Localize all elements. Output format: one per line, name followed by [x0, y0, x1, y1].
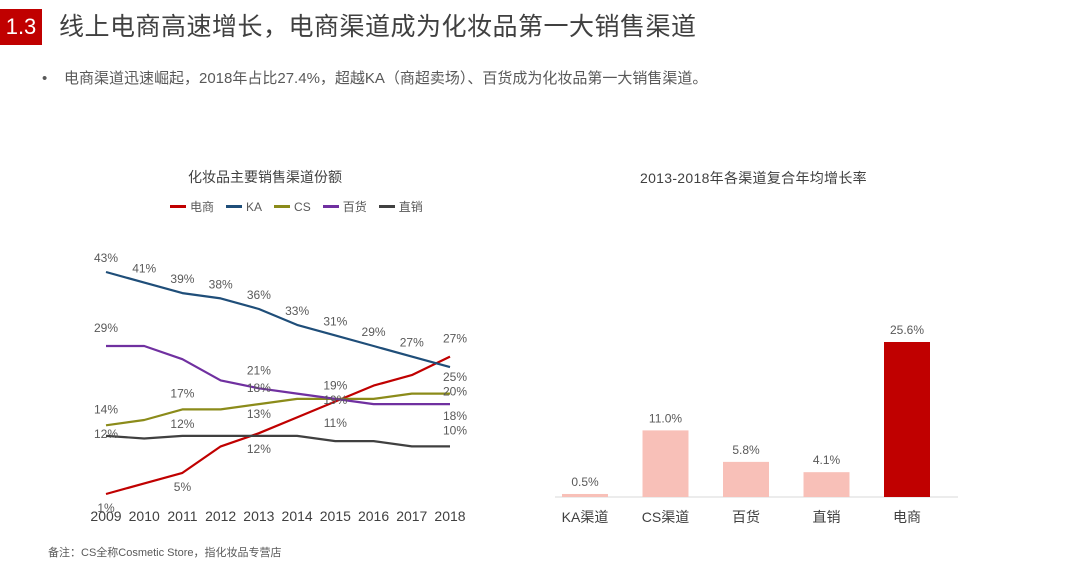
data-label: 19% [323, 393, 347, 407]
series-line-百货 [106, 344, 450, 406]
legend-swatch [274, 205, 291, 208]
legend-swatch [378, 205, 395, 208]
data-label: 10% [443, 423, 467, 437]
bar-百货 [723, 461, 769, 497]
legend-swatch [170, 205, 186, 208]
x-tick-label: 2017 [396, 508, 427, 524]
data-label: 39% [170, 272, 194, 286]
data-label: 41% [132, 262, 156, 276]
x-tick-label: 2016 [358, 508, 389, 524]
x-tick-label: 2018 [434, 508, 465, 524]
data-label: 21% [247, 363, 271, 377]
data-label: 33% [285, 304, 309, 318]
series-line-直销 [105, 434, 450, 448]
data-label: 12% [247, 442, 271, 456]
data-label: 17% [170, 386, 194, 400]
x-tick-label: CS渠道 [642, 509, 689, 525]
legend-item: 百货 [322, 198, 367, 215]
data-label: 25% [443, 370, 467, 384]
series-line-KA [105, 270, 451, 369]
series-line-CS [105, 392, 450, 427]
line-chart-legend: 电商 KA CS 百货 直销 [170, 198, 423, 215]
data-label: 27% [400, 336, 424, 350]
x-tick-label: 2010 [129, 508, 160, 524]
data-label: 14% [94, 402, 118, 416]
data-label: 1% [97, 501, 115, 515]
bar-KA渠道 [562, 493, 608, 497]
data-label: 12% [94, 427, 118, 441]
data-label: 13% [247, 407, 271, 421]
bullet-marker: • [42, 70, 48, 87]
data-label: 29% [362, 325, 386, 339]
data-label: 11% [324, 416, 347, 430]
x-tick-label: KA渠道 [562, 509, 609, 525]
x-tick-label: 2013 [243, 508, 274, 524]
data-label: 20% [443, 385, 467, 399]
data-label: 19% [323, 379, 347, 393]
x-tick-label: 2015 [320, 508, 351, 524]
x-tick-label: 百货 [732, 509, 760, 525]
data-label: 27% [443, 332, 467, 346]
legend-swatch [226, 205, 243, 208]
data-label: 5% [174, 480, 192, 494]
legend-swatch [322, 205, 339, 208]
bar-value-label: 0.5% [571, 475, 599, 489]
data-label: 43% [94, 251, 118, 265]
page-title: 线上电商高速增长，电商渠道成为化妆品第一大销售渠道 [59, 13, 697, 41]
data-label: 12% [170, 417, 194, 431]
line-chart-title: 化妆品主要销售渠道份额 [188, 169, 342, 185]
bar-value-label: 11.0% [649, 411, 682, 425]
bar-value-label: 4.1% [813, 453, 841, 467]
bar-CS渠道 [642, 430, 689, 497]
legend-item: 直销 [378, 198, 423, 215]
bar-直销 [803, 472, 850, 497]
bar-电商 [884, 342, 930, 497]
x-tick-label: 2009 [90, 508, 121, 524]
bullet-text: 电商渠道迅速崛起，2018年占比27.4%，超越KA（商超卖场）、百货成为化妆品… [64, 70, 708, 87]
data-label: 18% [247, 381, 271, 395]
data-label: 36% [247, 288, 271, 302]
legend-label: 百货 [342, 200, 367, 214]
series-line-电商 [105, 355, 451, 496]
legend-item: 电商 [170, 198, 214, 215]
x-tick-label: 2012 [205, 508, 236, 524]
legend-item: KA [226, 198, 262, 215]
x-tick-label: 直销 [813, 509, 841, 525]
bar-chart-title: 2013-2018年各渠道复合年均增长率 [640, 170, 867, 186]
bullet-point: • 电商渠道迅速崛起，2018年占比27.4%，超越KA（商超卖场）、百货成为化妆… [42, 68, 707, 90]
data-label: 31% [323, 314, 347, 328]
data-label: 38% [209, 277, 233, 291]
bar-value-label: 5.8% [732, 443, 760, 457]
data-label: 29% [94, 321, 118, 335]
legend-label: CS [294, 199, 311, 214]
legend-item: CS [274, 198, 311, 215]
legend-label: 电商 [190, 200, 215, 214]
x-tick-label: 电商 [893, 509, 921, 525]
data-label: 18% [443, 409, 467, 423]
legend-label: 直销 [398, 200, 423, 214]
x-tick-label: 2011 [167, 508, 197, 524]
legend-label: KA [246, 199, 263, 214]
section-number-badge: 1.3 [0, 9, 42, 45]
bar-value-label: 25.6% [890, 323, 924, 337]
footnote: 备注：CS全称Cosmetic Store，指化妆品专营店 [48, 547, 282, 559]
x-tick-label: 2014 [282, 508, 313, 524]
